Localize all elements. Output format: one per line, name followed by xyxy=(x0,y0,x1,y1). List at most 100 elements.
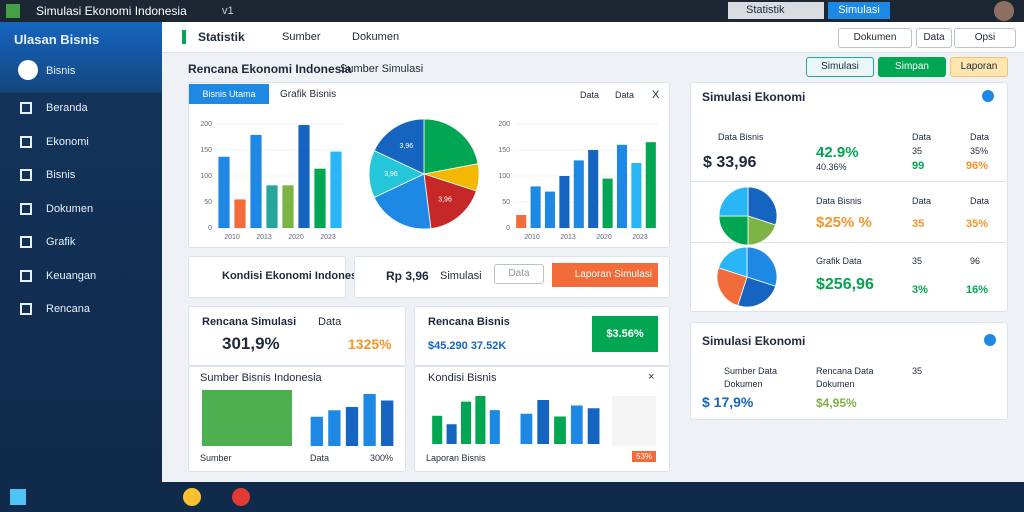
taskbar xyxy=(0,482,1024,512)
action-button[interactable]: Simpan xyxy=(878,57,946,77)
slice-label: 3,96 xyxy=(438,196,452,203)
info-icon[interactable] xyxy=(984,334,996,346)
col-value: 99 xyxy=(912,160,925,172)
bar xyxy=(559,176,570,228)
nav-item[interactable]: Bisnis xyxy=(46,169,76,181)
pct: 42.9% xyxy=(816,144,859,161)
bar xyxy=(645,142,656,228)
bar xyxy=(234,199,246,228)
pie-slice xyxy=(716,267,748,307)
start-button[interactable] xyxy=(10,489,26,505)
card-title: Rencana Bisnis xyxy=(428,316,510,328)
col-value: 35% xyxy=(970,146,989,156)
bar xyxy=(328,410,341,446)
bar xyxy=(530,186,541,228)
row-label: Grafik Data xyxy=(816,256,862,266)
user-avatar xyxy=(18,60,38,80)
tab[interactable]: Dokumen xyxy=(352,31,400,43)
col-value: 16% xyxy=(966,284,989,296)
card-button[interactable]: $3.56% xyxy=(592,316,658,352)
tab[interactable]: Statistik xyxy=(182,30,245,44)
bar xyxy=(282,185,294,228)
toolbar-button[interactable]: Data xyxy=(916,28,952,48)
bar xyxy=(218,156,230,228)
card-foot: Data xyxy=(310,453,330,463)
nav-icon xyxy=(20,102,32,114)
strip-button[interactable]: Data xyxy=(494,264,544,284)
close-button[interactable]: × xyxy=(648,371,655,383)
simulate-button[interactable]: Simulasi xyxy=(828,2,890,19)
nav-item[interactable]: Ekonomi xyxy=(46,135,89,148)
bar xyxy=(363,394,376,446)
bar xyxy=(298,125,310,228)
tab-active[interactable]: Bisnis Utama xyxy=(189,84,269,104)
pie-slice xyxy=(373,173,432,230)
nav-item[interactable]: Dokumen xyxy=(46,202,94,215)
x-tick-label: 2013 xyxy=(256,234,272,241)
row-value: $ 33,96 xyxy=(703,154,757,171)
taskbar-app[interactable] xyxy=(232,488,250,506)
slice-label: 3,96 xyxy=(384,171,398,178)
nav-item[interactable]: Rencana xyxy=(46,303,91,315)
bar xyxy=(460,401,472,444)
row-label: Data Bisnis xyxy=(718,132,764,142)
tab[interactable]: Data xyxy=(580,90,600,100)
bar xyxy=(537,400,550,444)
x-tick-label: 2020 xyxy=(596,234,612,241)
card-title: Sumber Bisnis Indonesia xyxy=(200,372,322,384)
nav-icon xyxy=(20,169,32,181)
status-box[interactable]: Statistik xyxy=(728,2,824,19)
strip-value: Rp 3,96 xyxy=(386,269,429,283)
toolbar-button[interactable]: Dokumen xyxy=(838,28,912,48)
chart xyxy=(716,246,778,308)
action-button[interactable]: Laporan xyxy=(950,57,1008,77)
bar xyxy=(446,424,457,444)
nav-icon xyxy=(20,135,32,148)
nav-item[interactable]: Keuangan xyxy=(46,269,97,282)
sidebar xyxy=(0,22,162,482)
col-label: 35 xyxy=(912,366,923,376)
bar xyxy=(631,163,642,228)
x-tick-label: 2020 xyxy=(288,234,304,241)
pie-slice xyxy=(423,173,477,230)
y-tick-label: 0 xyxy=(506,225,510,232)
bar xyxy=(602,178,613,228)
pie-slice xyxy=(717,246,748,278)
panel-title: Simulasi Ekonomi xyxy=(702,334,806,348)
report-button[interactable]: Laporan Simulasi xyxy=(552,263,658,287)
row-label: Rencana Data xyxy=(816,366,874,376)
strip-label: Simulasi xyxy=(440,270,482,282)
card-foot: 300% xyxy=(370,453,394,463)
bar xyxy=(587,408,600,444)
bar xyxy=(573,160,584,228)
y-tick-label: 200 xyxy=(498,121,510,128)
info-icon[interactable] xyxy=(982,90,994,102)
nav-icon xyxy=(20,303,32,315)
close-button[interactable]: X xyxy=(652,89,660,101)
action-button[interactable]: Simulasi xyxy=(806,57,874,77)
tab[interactable]: Data xyxy=(615,90,635,100)
col-label: Data xyxy=(912,132,932,142)
bar xyxy=(616,144,628,228)
video-thumbnail[interactable] xyxy=(202,390,292,446)
row-label: Dokumen xyxy=(724,379,763,389)
tab[interactable]: Grafik Bisnis xyxy=(280,89,337,100)
bar xyxy=(314,168,326,228)
toolbar-button[interactable]: Opsi xyxy=(954,28,1016,48)
panel-title: Simulasi Ekonomi xyxy=(702,90,806,104)
nav-item[interactable]: Beranda xyxy=(46,102,88,114)
nav-item[interactable]: Grafik xyxy=(46,236,76,248)
card-value: 1325% xyxy=(348,336,392,352)
avatar[interactable] xyxy=(994,1,1014,21)
taskbar-app[interactable] xyxy=(183,488,201,506)
tab[interactable]: Sumber xyxy=(282,31,321,43)
card-label: Data xyxy=(318,316,342,328)
pie-slice xyxy=(747,186,778,226)
bar xyxy=(554,416,566,444)
chart xyxy=(432,396,500,444)
nav-icon xyxy=(20,236,32,248)
bar xyxy=(570,405,583,444)
y-tick-label: 200 xyxy=(200,121,212,128)
row-label: Dokumen xyxy=(816,379,855,389)
pie-slice xyxy=(718,186,749,217)
